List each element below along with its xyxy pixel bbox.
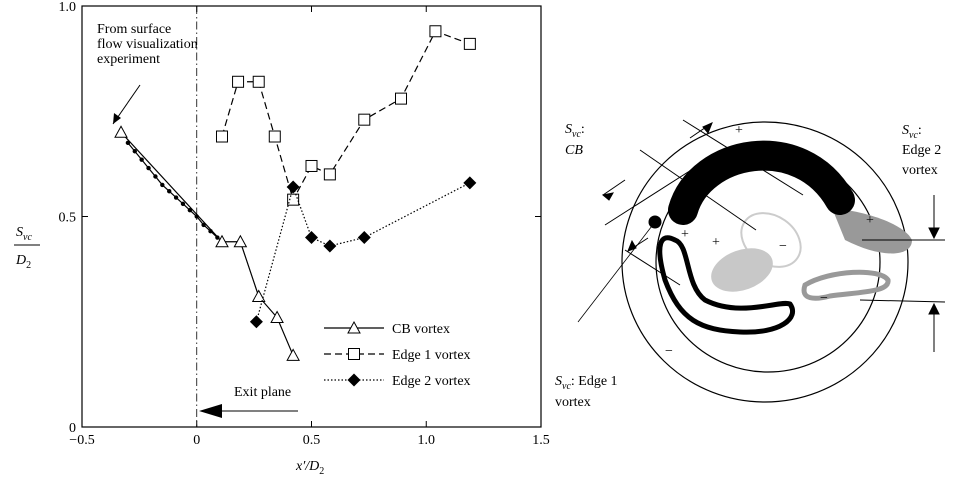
dot-marker <box>160 182 165 188</box>
square-marker <box>358 113 371 126</box>
dot-marker <box>194 214 199 219</box>
dot-marker <box>201 222 206 228</box>
diamond-marker <box>323 239 337 253</box>
square-marker <box>305 159 318 172</box>
diagram <box>577 119 946 403</box>
dot-marker <box>187 207 193 213</box>
diamond-marker <box>305 231 318 245</box>
dot-marker <box>167 189 172 194</box>
square-marker <box>215 130 228 143</box>
edge2-outline <box>801 269 891 301</box>
triangle-marker <box>233 234 248 248</box>
dot-marker <box>139 157 144 162</box>
x-tick-label: 1.0 <box>418 433 436 448</box>
dot-marker <box>146 165 151 171</box>
dim-line <box>639 149 757 231</box>
y-axis-label: Svc D2 <box>14 225 40 271</box>
dot-marker <box>208 229 213 234</box>
square-marker <box>232 75 245 88</box>
cb-label: CB <box>565 143 583 158</box>
dot-marker <box>215 235 220 240</box>
y-tick-label: 1.0 <box>59 0 77 15</box>
arrow-heads <box>601 122 940 315</box>
dim-line <box>859 299 946 303</box>
edge2-label: vortex <box>902 163 938 178</box>
x-tick-label: 0.5 <box>303 433 321 448</box>
edge2-label: Edge 2 <box>902 143 941 158</box>
x-tick-label: −0.5 <box>69 433 94 448</box>
legend-label: Edge 2 vortex <box>392 374 471 389</box>
square-marker <box>287 193 300 206</box>
leader-line <box>577 221 656 323</box>
annotation-arrowhead <box>199 404 222 418</box>
series-line <box>221 30 471 202</box>
dot-marker <box>132 149 137 154</box>
square-marker <box>252 75 265 88</box>
cb-label: Svc: <box>565 122 585 140</box>
edge1-label: Svc: Edge 1 <box>555 374 618 392</box>
square-marker <box>323 168 336 181</box>
y-label-den: D2 <box>15 253 31 271</box>
legend-label: Edge 1 vortex <box>392 348 471 363</box>
y-tick-label: 0.5 <box>59 211 77 226</box>
dot-marker <box>125 140 131 146</box>
annotation: From surface <box>97 22 171 37</box>
triangle-marker <box>270 310 284 324</box>
legend-marker <box>348 348 360 360</box>
cb-vortex-band <box>668 140 855 225</box>
sign: − <box>779 239 787 254</box>
y-tick-label: 0 <box>69 421 76 436</box>
sign: + <box>735 123 743 138</box>
x-tick-label: 1.5 <box>532 433 550 448</box>
diamond-marker <box>463 176 477 190</box>
edge2-blob <box>832 208 912 254</box>
edge2-label: Svc: <box>902 123 922 141</box>
arrow <box>602 179 626 196</box>
square-marker <box>463 37 476 50</box>
legend-label: CB vortex <box>392 322 450 337</box>
diamond-marker <box>249 315 263 329</box>
dot-marker <box>180 201 186 207</box>
triangle-marker <box>286 348 300 361</box>
series-line <box>255 182 471 322</box>
edge1-label: vortex <box>555 395 591 410</box>
dim-line <box>604 157 711 226</box>
dot-marker <box>173 195 179 200</box>
sign: − <box>665 344 673 359</box>
annotation-arrowhead <box>113 113 121 124</box>
gray-ellipse <box>711 248 773 292</box>
diamond-marker <box>286 180 300 194</box>
dot-marker <box>153 174 158 179</box>
outer-circle <box>621 121 909 403</box>
annotation: Exit plane <box>234 385 291 400</box>
x-tick-label: 0 <box>193 433 200 448</box>
sign: + <box>712 235 720 250</box>
triangle-marker <box>251 289 266 302</box>
sign: + <box>866 213 874 228</box>
annotation: flow visualization <box>97 37 198 52</box>
annotation: experiment <box>97 52 160 67</box>
square-marker <box>429 25 442 38</box>
dim-line <box>624 249 681 286</box>
legend-marker <box>347 373 361 387</box>
edge1-vortex-outline <box>657 235 795 335</box>
dim-line <box>682 119 804 196</box>
square-marker <box>395 92 408 105</box>
x-axis-label: x′/D2 <box>295 459 324 477</box>
triangle-marker <box>114 125 128 138</box>
y-label-num: Svc <box>16 225 32 243</box>
legend-marker <box>347 320 361 334</box>
square-marker <box>268 130 281 143</box>
sign: + <box>681 227 689 242</box>
triangle-marker <box>215 234 229 248</box>
sign: − <box>820 291 828 306</box>
diamond-marker <box>357 231 371 245</box>
